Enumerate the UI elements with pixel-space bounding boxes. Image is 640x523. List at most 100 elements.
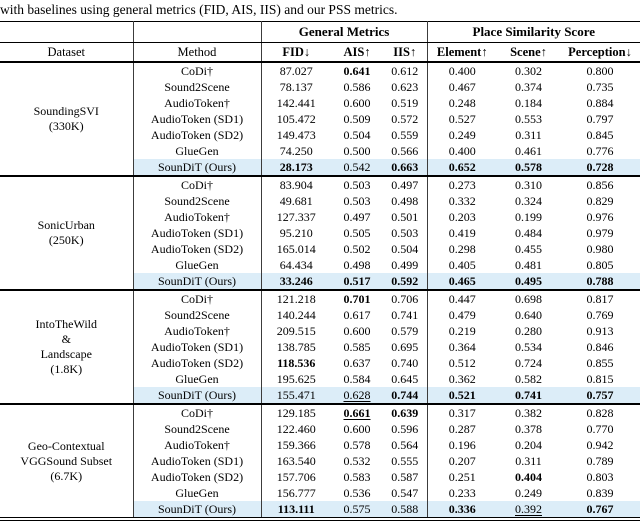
value-cell: 28.173 [261,159,331,176]
ours-row: SounDiT (Ours) 33.246 0.517 0.592 0.465 0.495… [0,273,640,290]
table-row: Sound2Scene 78.137 0.586 0.623 0.467 0.374 0.7… [0,79,640,95]
value-cell: 0.400 [448,64,476,78]
value-cell: 0.248 [448,96,476,110]
dataset-line: (6.7K) [50,468,83,483]
value-cell: 0.405 [448,258,476,272]
value-cell: 0.789 [586,454,614,468]
table-row: IntoTheWild & Landscape (1.8K) CoDi† 121.218 0… [0,290,640,404]
method-cell: AudioToken† [133,323,262,339]
value-cell: 0.661 [343,406,371,420]
value-cell: 0.976 [586,210,614,224]
dataset-cell: SoundingSVI (330K) [0,62,134,176]
value-cell: 0.846 [586,340,614,354]
value-cell: 0.498 [383,193,428,209]
method-cell: SounDiT (Ours) [133,501,262,519]
value-cell: 0.600 [343,324,371,338]
value-cell: 0.979 [586,226,614,240]
value-cell: 0.585 [343,340,371,354]
table-row: AudioToken (SD1) 138.785 0.585 0.695 0.364 0.… [0,339,640,355]
value-cell: 0.311 [515,128,542,142]
group-header-place-similarity-score: Place Similarity Score [427,21,640,43]
value-cell: 0.584 [343,372,371,386]
value-cell: 0.419 [448,226,476,240]
dataset-cell: IntoTheWild & Landscape (1.8K) [0,290,134,404]
method-cell: GlueGen [133,143,262,159]
method-cell: CoDi† [133,62,262,79]
table-row: AudioToken (SD2) 118.536 0.637 0.740 0.512 0.… [0,355,640,371]
column-header-row: Dataset Method FID↓ AIS↑ IIS↑ Element↑ S… [0,42,640,63]
value-cell: 0.184 [515,96,542,110]
value-cell: 0.600 [343,96,371,110]
value-cell: 157.706 [276,470,316,484]
value-cell: 0.400 [448,144,476,158]
ours-row: SounDiT (Ours) 113.111 0.575 0.588 0.336 0.39… [0,501,640,519]
value-cell: 74.250 [279,144,313,158]
value-cell: 95.210 [279,226,313,240]
dataset-line: VGGSound Subset [20,453,113,468]
value-cell: 0.332 [448,194,476,208]
value-cell: 0.378 [515,422,542,436]
method-cell: AudioToken (SD1) [133,111,262,127]
table-row: AudioToken (SD1) 105.472 0.509 0.572 0.527 0.… [0,111,640,127]
value-cell: 127.337 [276,210,316,224]
value-cell: 0.382 [515,406,542,420]
method-cell: Sound2Scene [133,79,262,95]
value-cell: 0.455 [515,242,542,256]
value-cell: 0.706 [383,290,428,307]
value-cell: 0.839 [586,486,614,500]
method-cell: AudioToken† [133,209,262,225]
value-cell: 0.701 [343,292,371,306]
value-cell: 0.639 [383,404,428,421]
value-cell: 0.641 [343,64,371,78]
value-cell: 0.572 [383,111,428,127]
dataset-line: SonicUrban [37,218,95,232]
table-row: GlueGen 156.777 0.536 0.547 0.233 0.249 0.839 [0,485,640,501]
value-cell: 0.628 [331,387,383,404]
value-cell: 0.542 [331,159,383,176]
value-cell: 0.203 [448,210,476,224]
method-cell: CoDi† [133,176,262,193]
table-row: AudioToken† 127.337 0.497 0.501 0.203 0.199 0.… [0,209,640,225]
value-cell: 0.612 [383,62,428,79]
value-cell: 129.185 [276,406,316,420]
value-cell: 0.788 [560,273,640,290]
value-cell: 0.233 [448,486,476,500]
value-cell: 0.497 [383,176,428,193]
value-cell: 0.547 [383,485,428,501]
value-cell: 138.785 [276,340,316,354]
value-cell: 83.904 [279,178,313,192]
value-cell: 0.797 [586,112,614,126]
method-cell: AudioToken (SD2) [133,355,262,371]
value-cell: 64.434 [279,258,313,272]
value-cell: 0.695 [383,339,428,355]
method-cell: AudioToken (SD1) [133,453,262,469]
value-cell: 0.497 [343,210,371,224]
method-cell: CoDi† [133,404,262,421]
table-caption: with baselines using general metrics (FI… [0,2,398,17]
value-cell: 0.204 [515,438,542,452]
value-cell: 105.472 [276,112,316,126]
method-cell: Sound2Scene [133,307,262,323]
column-header-element: Element↑ [427,42,497,63]
value-cell: 0.504 [383,241,428,257]
value-cell: 121.218 [276,292,316,306]
value-cell: 87.027 [279,64,313,78]
method-cell: SounDiT (Ours) [133,273,262,290]
value-cell: 0.652 [427,159,497,176]
value-cell: 155.471 [261,387,331,404]
dataset-line: (330K) [48,119,84,133]
method-cell: AudioToken (SD1) [133,339,262,355]
value-cell: 0.663 [383,159,428,176]
value-cell: 0.829 [586,194,614,208]
value-cell: 0.504 [343,128,371,142]
value-cell: 0.536 [343,486,371,500]
dataset-line: & [61,332,71,346]
value-cell: 0.207 [448,454,476,468]
value-cell: 156.777 [276,486,316,500]
value-cell: 0.521 [427,387,497,404]
method-cell: AudioToken (SD1) [133,225,262,241]
value-cell: 0.980 [586,242,614,256]
value-cell: 118.536 [277,356,316,370]
value-cell: 0.461 [515,144,542,158]
method-cell: AudioToken† [133,437,262,453]
